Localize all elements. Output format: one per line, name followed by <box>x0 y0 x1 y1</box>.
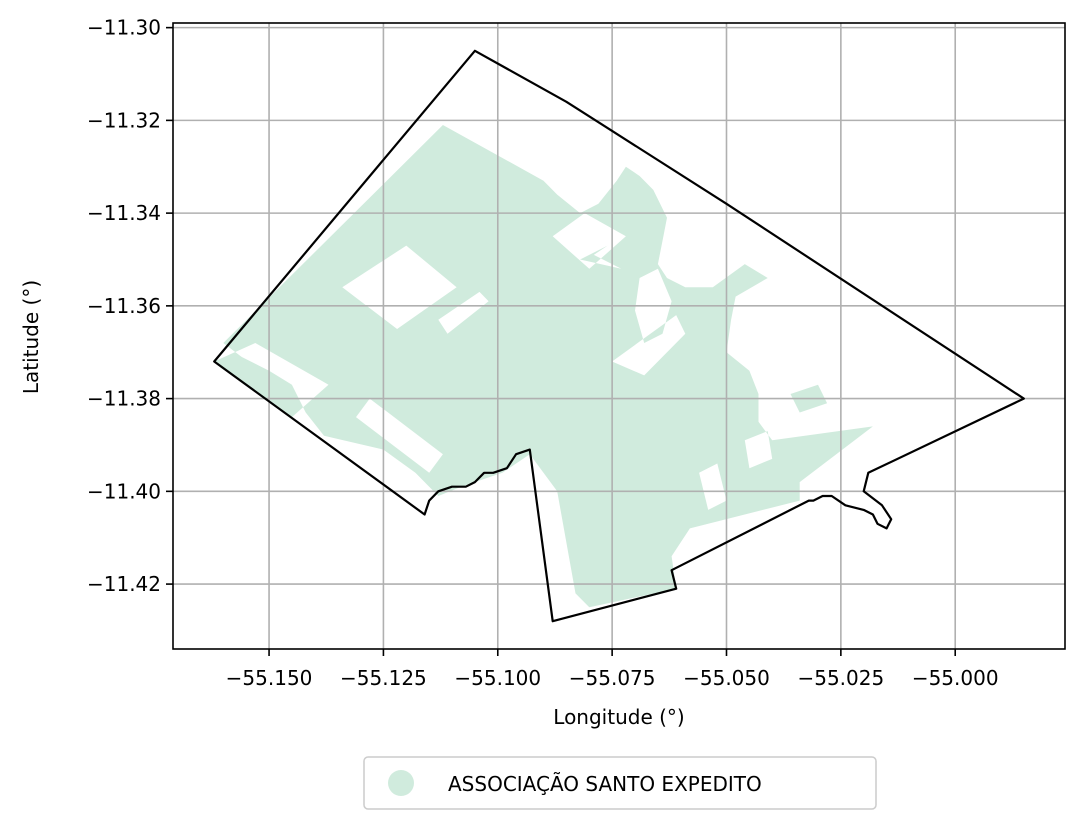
y-tick-label: −11.40 <box>87 479 161 503</box>
legend-marker <box>388 770 414 796</box>
y-tick-label: −11.30 <box>87 16 161 40</box>
area-santo-expedito <box>214 125 873 608</box>
grid-layer <box>173 23 1065 649</box>
y-axis-label: Latitude (°) <box>19 280 43 394</box>
axes-frame <box>172 22 1066 650</box>
boundary-layer <box>213 49 1025 623</box>
y-tick-label: −11.42 <box>87 572 161 596</box>
y-tick-label: −11.38 <box>87 387 161 411</box>
legend-entry-label: ASSOCIAÇÃO SANTO EXPEDITO <box>448 772 762 796</box>
boundary-outline <box>213 49 1025 623</box>
x-tick-label: −55.075 <box>569 666 656 690</box>
y-tick-label: −11.34 <box>87 201 161 225</box>
y-tick-label: −11.32 <box>87 108 161 132</box>
x-tick-label: −55.050 <box>683 666 770 690</box>
x-axis-ticks: −55.150 −55.125 −55.100 −55.075 −55.050 −55.0… <box>226 649 999 690</box>
x-tick-label: −55.000 <box>912 666 999 690</box>
x-tick-label: −55.100 <box>454 666 541 690</box>
x-tick-label: −55.125 <box>340 666 427 690</box>
x-tick-label: −55.025 <box>797 666 884 690</box>
area-layer <box>214 125 873 608</box>
plot-frame <box>172 22 1066 650</box>
y-axis-ticks: −11.30 −11.32 −11.34 −11.36 −11.38 −11.40 −11.… <box>87 16 173 596</box>
x-axis-label: Longitude (°) <box>553 705 684 729</box>
legend: ASSOCIAÇÃO SANTO EXPEDITO <box>363 756 877 810</box>
x-tick-label: −55.150 <box>226 666 313 690</box>
y-tick-label: −11.36 <box>87 294 161 318</box>
legend-frame <box>363 756 877 810</box>
